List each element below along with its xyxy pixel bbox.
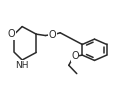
Text: NH: NH xyxy=(15,61,29,70)
Text: O: O xyxy=(48,30,56,40)
Text: O: O xyxy=(8,29,15,39)
Text: O: O xyxy=(71,51,79,61)
